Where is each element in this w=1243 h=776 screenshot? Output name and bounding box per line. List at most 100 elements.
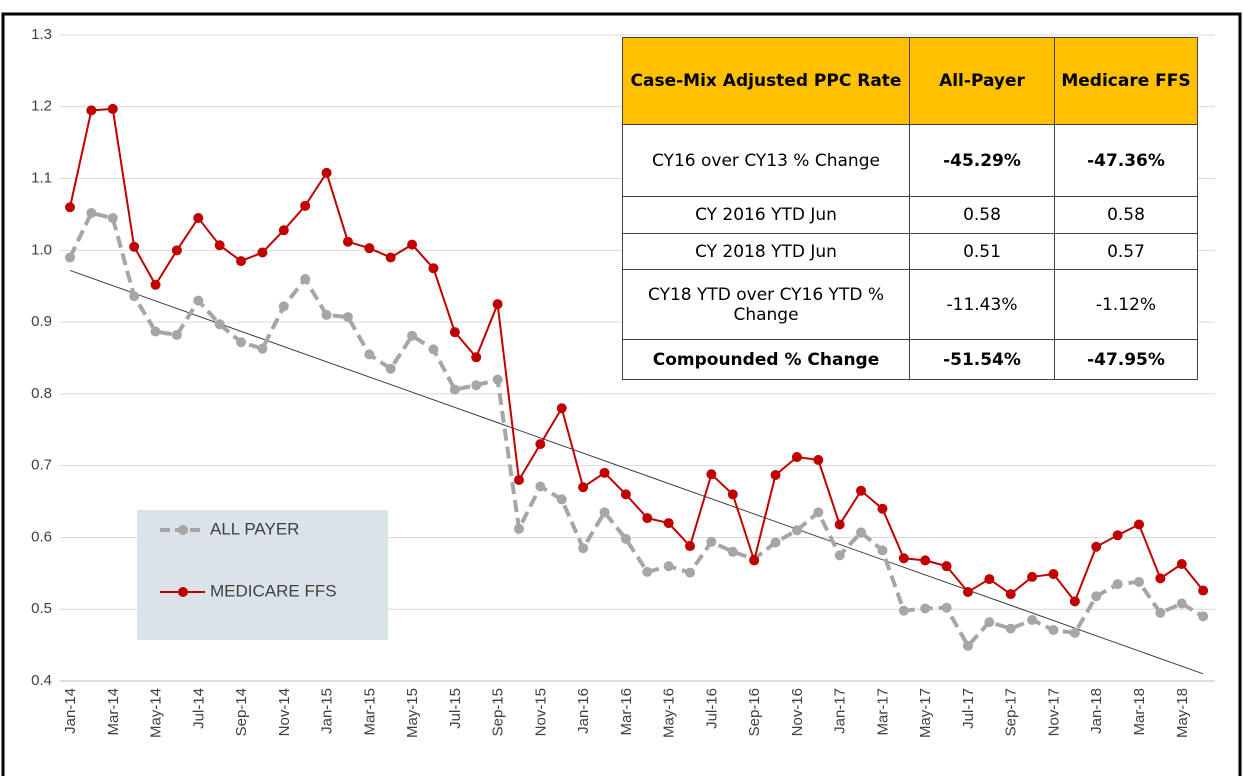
cell: -45.29% <box>909 124 1055 197</box>
point <box>428 263 439 274</box>
y-tick-label: 0.6 <box>31 528 52 545</box>
point <box>65 252 75 263</box>
point <box>599 467 610 478</box>
point <box>1005 589 1016 600</box>
point <box>492 374 503 385</box>
row-label: CY16 over CY13 % Change <box>622 124 910 197</box>
point <box>107 213 118 224</box>
header-cell: Medicare FFS <box>1054 37 1198 125</box>
point <box>236 256 247 267</box>
x-tick-label: Nov-15 <box>532 688 549 736</box>
point <box>513 523 524 534</box>
point <box>791 525 802 536</box>
point <box>492 299 503 310</box>
point <box>321 309 332 320</box>
point <box>1112 530 1123 541</box>
row-label: CY 2016 YTD Jun <box>622 196 910 234</box>
point <box>770 469 781 480</box>
point <box>150 326 161 337</box>
x-tick-label: May-16 <box>661 688 678 738</box>
point <box>791 452 802 463</box>
row-label: CY18 YTD over CY16 YTD % Change <box>622 269 910 340</box>
point <box>449 384 460 395</box>
point <box>407 330 418 341</box>
point <box>364 349 375 360</box>
point <box>941 561 952 572</box>
x-tick-label: Nov-17 <box>1045 688 1062 736</box>
point <box>1048 569 1059 580</box>
point <box>856 527 867 538</box>
point <box>620 489 631 500</box>
point <box>856 485 867 496</box>
point <box>86 105 97 116</box>
point <box>214 319 225 330</box>
point <box>834 519 845 530</box>
point <box>556 403 567 414</box>
point <box>984 574 995 585</box>
point <box>449 327 460 338</box>
point <box>86 208 97 219</box>
point <box>278 301 289 312</box>
point <box>749 555 760 566</box>
point <box>877 545 888 556</box>
x-tick-label: Jan-18 <box>1088 688 1105 734</box>
point <box>1198 611 1209 622</box>
point <box>685 541 696 552</box>
x-tick-label: Jan-17 <box>832 688 849 734</box>
point <box>898 605 909 616</box>
x-tick-label: May-18 <box>1174 688 1191 738</box>
point <box>941 602 952 613</box>
legend-label: ALL PAYER <box>210 519 299 538</box>
x-tick-label: Sep-17 <box>1003 688 1020 736</box>
x-tick-label: Jan-15 <box>319 688 336 734</box>
point <box>685 567 696 578</box>
point <box>364 243 375 254</box>
cell: 0.58 <box>909 196 1055 234</box>
cell: 0.51 <box>909 233 1055 270</box>
y-tick-label: 0.9 <box>31 313 52 330</box>
point <box>1027 571 1038 582</box>
cell: -47.36% <box>1054 124 1198 197</box>
point <box>385 363 396 374</box>
x-tick-label: Sep-15 <box>490 688 507 736</box>
x-tick-label: Jul-17 <box>960 688 977 729</box>
point <box>642 513 653 524</box>
point <box>1176 598 1187 609</box>
point <box>428 344 439 355</box>
x-tick-label: Nov-16 <box>789 688 806 736</box>
point <box>535 481 546 492</box>
point <box>1069 627 1080 638</box>
point <box>1134 519 1144 530</box>
point <box>535 439 546 450</box>
point <box>599 507 610 518</box>
trendline <box>69 269 1204 675</box>
y-tick-label: 1.1 <box>31 170 52 187</box>
point <box>278 225 289 236</box>
point <box>1176 559 1187 570</box>
cell: -51.54% <box>909 339 1055 380</box>
x-tick-label: Mar-14 <box>105 688 122 736</box>
x-tick-label: Mar-17 <box>874 688 891 736</box>
point <box>65 202 75 213</box>
x-tick-label: Mar-15 <box>361 688 378 736</box>
point <box>257 247 268 258</box>
header-cell: Case-Mix Adjusted PPC Rate <box>622 37 910 125</box>
point <box>706 469 717 480</box>
point <box>770 537 781 548</box>
point <box>920 603 931 614</box>
point <box>471 352 482 363</box>
point <box>129 241 140 252</box>
point <box>877 503 888 514</box>
x-tick-label: Jul-14 <box>190 688 207 729</box>
point <box>107 103 118 114</box>
point <box>193 213 204 224</box>
x-tick-label: Jul-16 <box>703 688 720 729</box>
row-label: Compounded % Change <box>622 339 910 380</box>
point <box>663 518 674 529</box>
point <box>556 494 567 505</box>
cell: -47.95% <box>1054 339 1198 380</box>
point <box>813 454 824 465</box>
y-tick-label: 0.4 <box>31 672 52 689</box>
point <box>300 274 311 285</box>
point <box>471 380 482 391</box>
